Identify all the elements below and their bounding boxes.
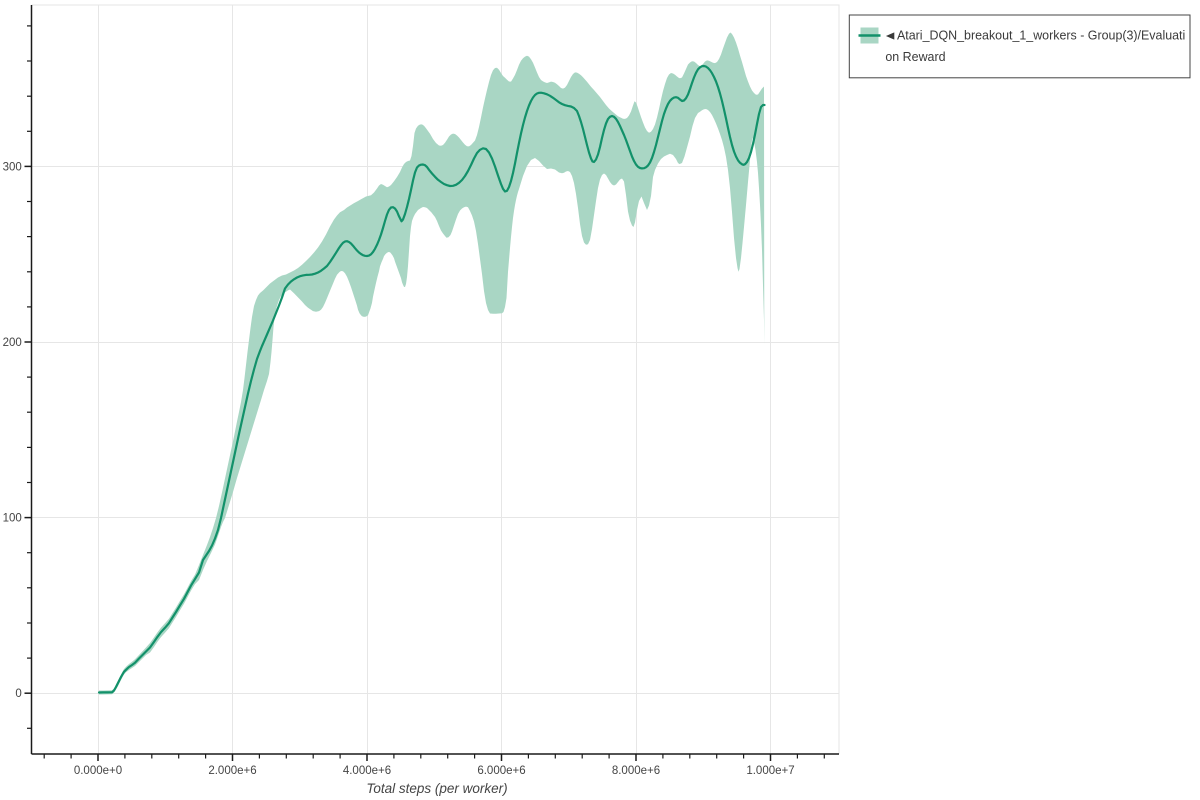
svg-text:0: 0	[15, 688, 21, 700]
svg-text:on Reward: on Reward	[885, 50, 945, 64]
svg-text:Atari_DQN_breakout_1_workers -: Atari_DQN_breakout_1_workers - Group(3)/…	[897, 29, 1185, 43]
svg-text:Total steps (per worker): Total steps (per worker)	[366, 781, 507, 796]
svg-text:0.000e+0: 0.000e+0	[74, 765, 122, 777]
svg-text:4.000e+6: 4.000e+6	[343, 765, 391, 777]
svg-text:300: 300	[3, 161, 22, 173]
svg-text:100: 100	[3, 513, 22, 525]
svg-text:8.000e+6: 8.000e+6	[612, 765, 660, 777]
svg-text:2.000e+6: 2.000e+6	[208, 765, 256, 777]
svg-text:200: 200	[3, 337, 22, 349]
svg-text:6.000e+6: 6.000e+6	[477, 765, 525, 777]
svg-text:1.000e+7: 1.000e+7	[746, 765, 794, 777]
